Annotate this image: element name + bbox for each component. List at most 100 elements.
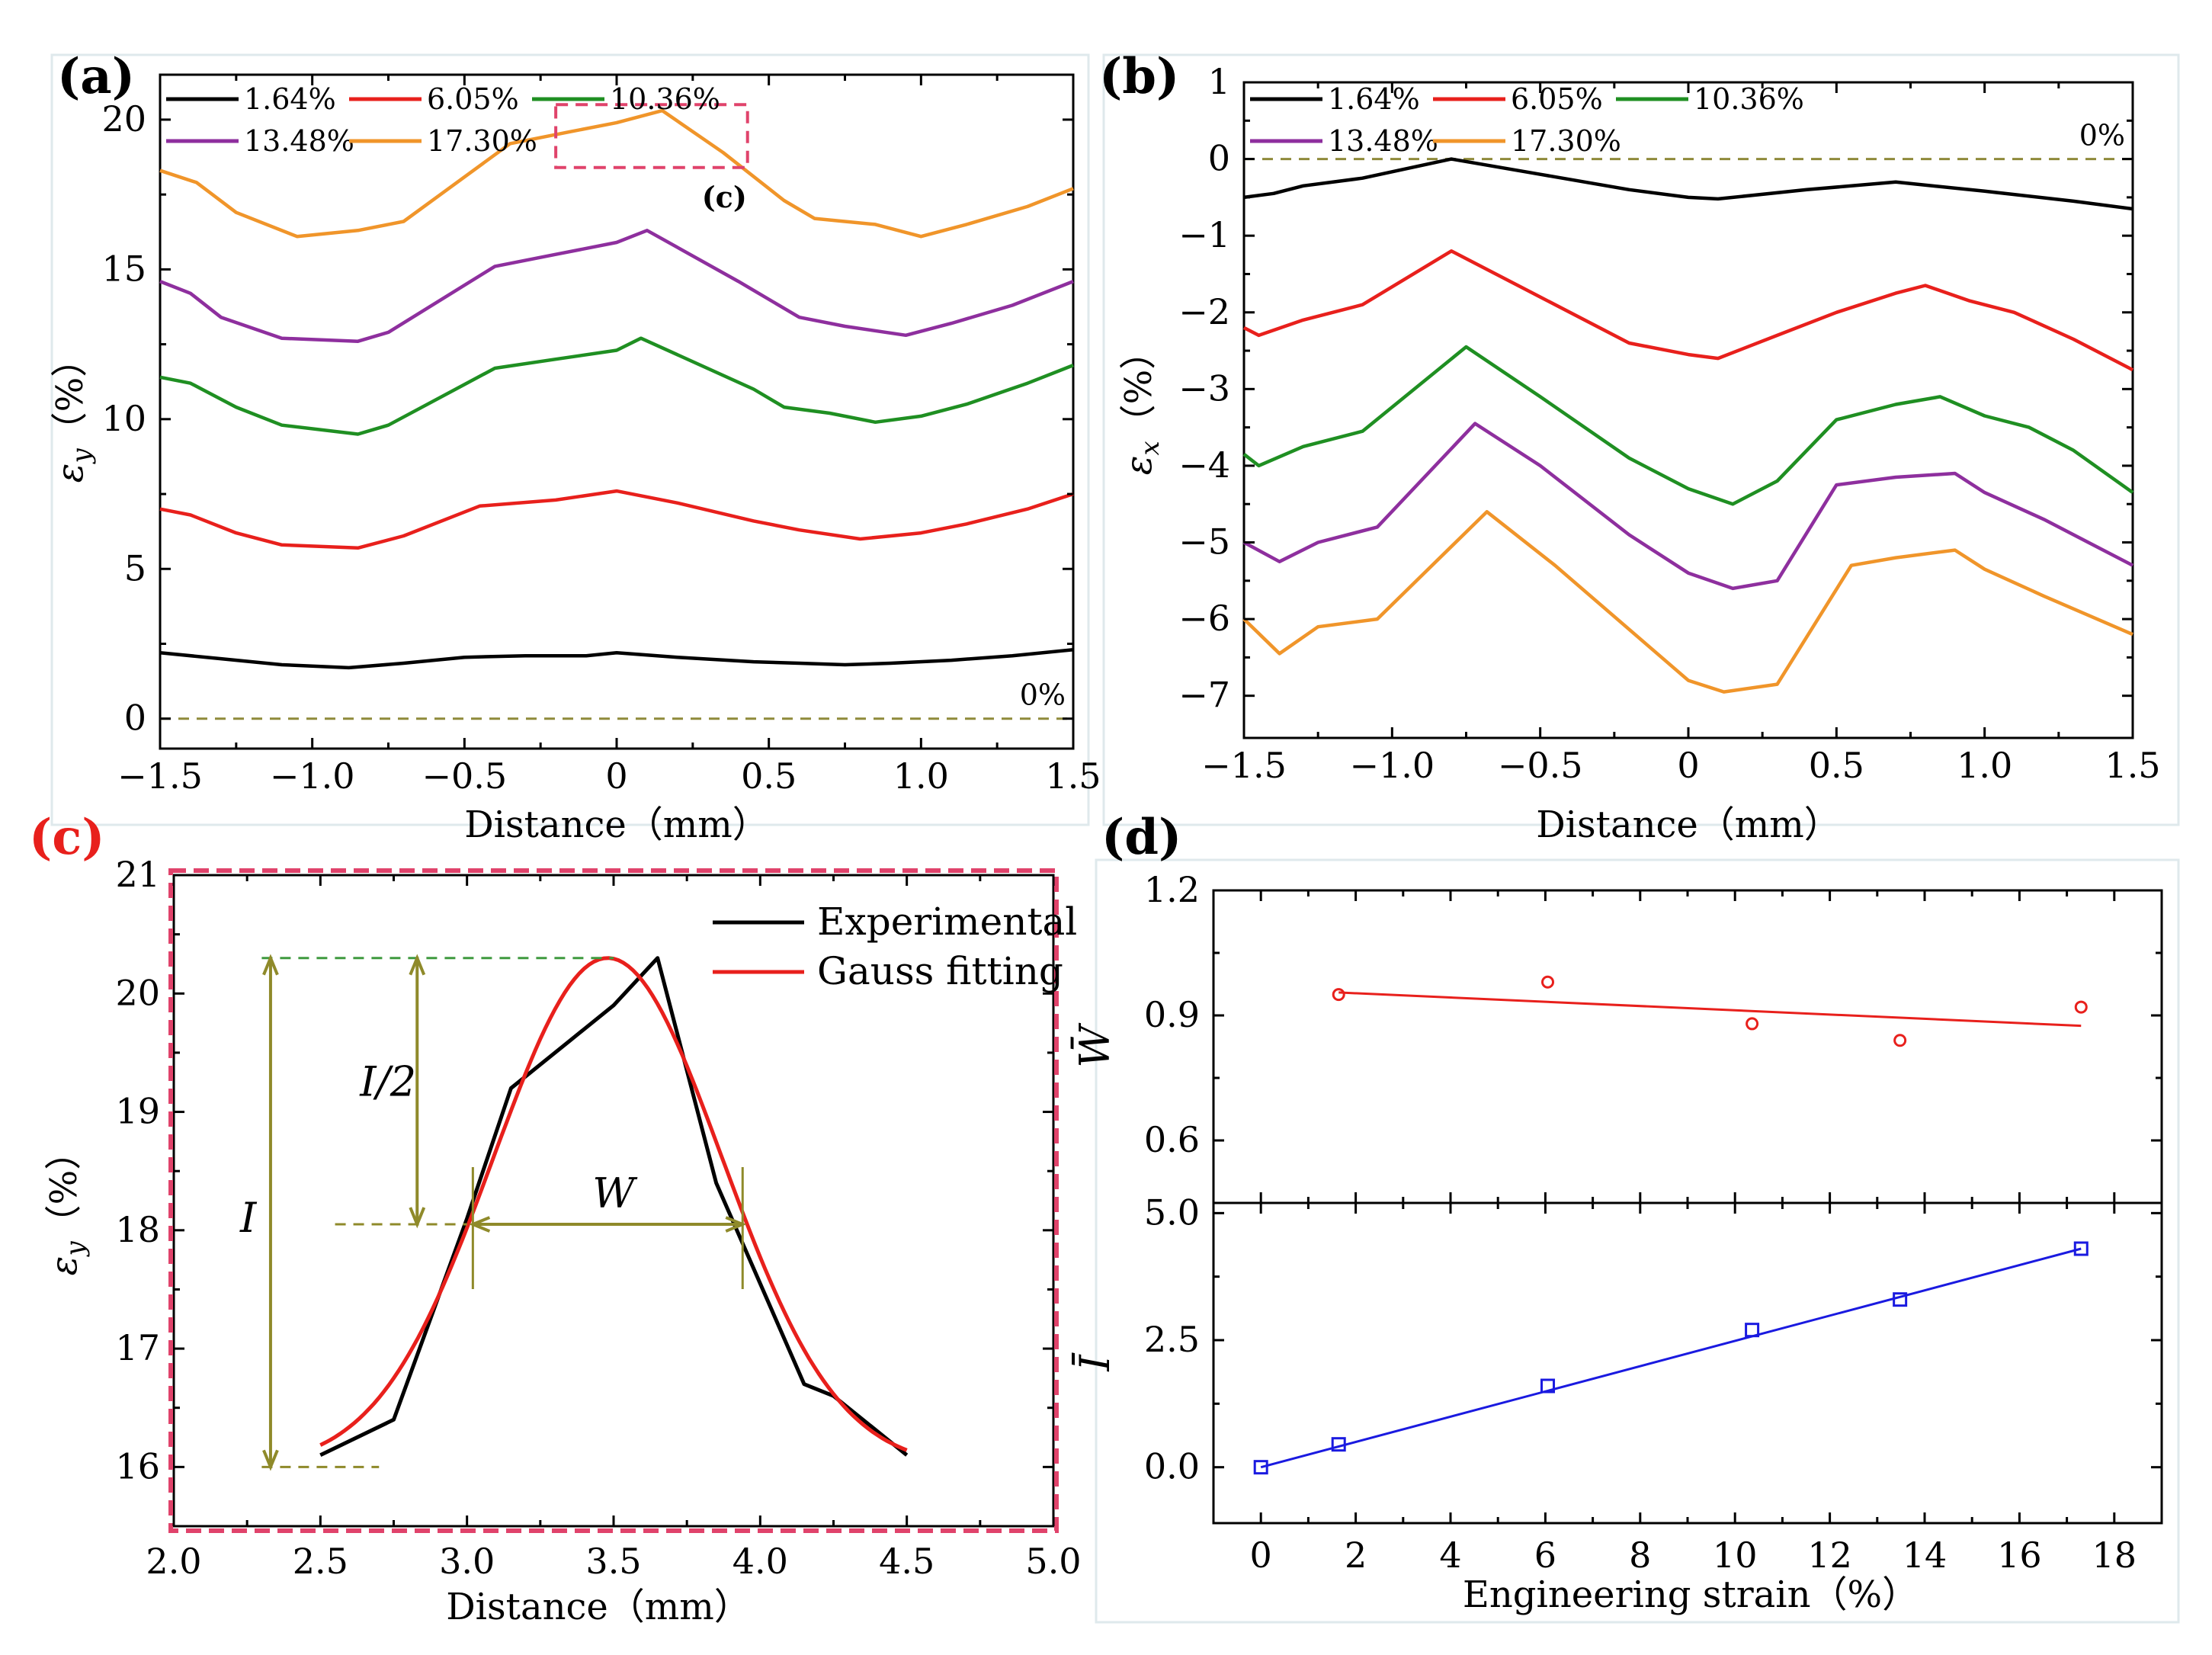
c-xtick-label: 4.5	[879, 1541, 934, 1582]
b-ytick-label: 1	[1208, 61, 1230, 102]
a-xlabel: Distance（mm）	[464, 803, 769, 846]
c-xtick-label: 3.5	[585, 1541, 641, 1582]
a-series-line	[159, 648, 1074, 670]
chart-panel-b: 0% −1.5 −1.0 −0.5 0 0.5 1.0 1.5 1 0 −1 −2 −3 −4 −5 −6 −7…	[1117, 61, 2161, 846]
b-axes-box	[1242, 81, 2134, 739]
d1-ytick-label: 0.9	[1144, 994, 1200, 1035]
b-ylabel-unit: （%）	[1117, 333, 1160, 441]
b-ytick-label: −3	[1178, 367, 1230, 409]
panel-d-frame	[1095, 858, 2180, 1624]
a-highlight-label: (c)	[702, 180, 747, 214]
c-w-label: W	[592, 1169, 638, 1217]
a-xtick-label: −1.0	[270, 755, 355, 797]
a-legend-label: 1.64%	[244, 82, 336, 116]
d2-xtick-label: 2	[1345, 1535, 1367, 1576]
c-half-label: I/2	[359, 1058, 416, 1106]
c-i-arrowhead-bottom	[262, 1449, 279, 1471]
c-half-arrowhead-bottom	[409, 1207, 426, 1229]
d2-point	[1893, 1292, 1908, 1307]
d1-ytick-label: 1.2	[1144, 869, 1200, 910]
b-xtick-label: 0	[1677, 745, 1699, 786]
b-ytick-label: −4	[1178, 444, 1230, 486]
b-series-line	[1243, 157, 2133, 211]
b-zero-label: 0%	[2079, 119, 2125, 152]
c-xlabel: Distance（mm）	[446, 1586, 751, 1628]
d1-point	[1332, 988, 1345, 1002]
d2-point	[1540, 1378, 1556, 1394]
d2-xtick-label: 6	[1534, 1535, 1556, 1576]
a-ytick-label: 20	[101, 98, 146, 140]
a-series-line	[159, 229, 1074, 343]
a-ylabel-sub: y	[66, 448, 97, 465]
panel-a-label: (a)	[57, 48, 135, 105]
d1-fit-line	[1338, 991, 2082, 1028]
d2-point	[1331, 1437, 1346, 1452]
b-legend-label: 6.05%	[1511, 82, 1603, 116]
chart-panel-d: 0.6 0.9 1.2 W̄ 0 2 4 6 8 10 12 14 16 18 0.0 2.5 5.0 Ī Engi…	[1070, 869, 2163, 1616]
a-ylabel: εy（%）	[49, 341, 97, 483]
b-xtick-label: 1.0	[1957, 745, 2012, 786]
a-series-line	[159, 489, 1074, 550]
a-legend-label: 10.36%	[610, 82, 720, 116]
d2-xtick-label: 12	[1807, 1535, 1852, 1576]
b-series-line	[1242, 249, 2134, 372]
d1-axes-box	[1212, 889, 2163, 1204]
d1-ylabel: W̄	[1070, 1022, 1119, 1068]
c-ytick-label: 21	[115, 854, 160, 895]
b-legend-label: 10.36%	[1694, 82, 1804, 116]
b-ytick-label: −7	[1178, 675, 1230, 716]
b-ytick-label: −1	[1178, 214, 1230, 255]
c-xtick-label: 4.0	[733, 1541, 788, 1582]
c-ytick-label: 20	[115, 972, 160, 1013]
b-xtick-label: −1.0	[1349, 745, 1435, 786]
c-xtick-label: 2.5	[293, 1541, 348, 1582]
panel-b-frame	[1102, 53, 2180, 826]
b-ylabel-symbol: ε	[1117, 456, 1160, 476]
d2-ytick-label: 5.0	[1144, 1192, 1200, 1233]
b-xtick-label: 1.5	[2105, 745, 2160, 786]
c-xtick-label: 2.0	[146, 1541, 201, 1582]
d1-point	[2074, 1000, 2088, 1014]
a-xtick-label: −0.5	[422, 755, 507, 797]
a-series-line	[159, 108, 1074, 239]
d-xlabel: Engineering strain（%）	[1463, 1573, 1919, 1616]
d1-point	[1541, 975, 1555, 989]
d2-xtick-label: 4	[1439, 1535, 1461, 1576]
b-ylabel-sub: x	[1135, 441, 1165, 455]
a-ylabel-unit: （%）	[49, 341, 91, 449]
panel-a-frame	[50, 53, 1090, 826]
d2-point	[1253, 1460, 1268, 1475]
b-xtick-label: −1.5	[1201, 745, 1287, 786]
a-legend-label: 17.30%	[427, 124, 537, 158]
b-ytick-label: 0	[1208, 138, 1230, 179]
a-ytick-label: 0	[124, 698, 146, 739]
panel-b-label: (b)	[1099, 48, 1179, 105]
c-half-arrowhead-top	[409, 954, 426, 976]
d2-xtick-label: 8	[1629, 1535, 1651, 1576]
d1-ytick-label: 0.6	[1144, 1119, 1200, 1160]
a-ylabel-symbol: ε	[49, 463, 91, 483]
b-series-line	[1242, 422, 2134, 591]
c-i-label: I	[239, 1194, 258, 1242]
a-highlight-box	[554, 103, 749, 169]
b-xlabel: Distance（mm）	[1536, 803, 1841, 846]
c-xtick-label: 3.0	[439, 1541, 495, 1582]
d2-axes-box	[1212, 1201, 2163, 1525]
b-ylabel: εx（%）	[1117, 333, 1165, 476]
b-ytick-label: −2	[1178, 291, 1230, 332]
a-ytick-label: 5	[124, 547, 146, 589]
b-xtick-label: 0.5	[1809, 745, 1864, 786]
c-ytick-label: 18	[115, 1209, 160, 1250]
a-xtick-label: 0	[605, 755, 627, 797]
a-zero-label: 0%	[1020, 678, 1066, 712]
c-ylabel-unit: （%）	[43, 1134, 85, 1242]
b-legend-label: 1.64%	[1328, 82, 1420, 116]
d2-point	[2073, 1241, 2089, 1256]
d2-ylabel: Ī	[1071, 1352, 1119, 1372]
a-series-line	[159, 336, 1074, 436]
a-xtick-label: 0.5	[741, 755, 797, 797]
chart-panel-c: I I/2 W Experimental Gauss fitting 2.0 2.5 3.0 3…	[43, 854, 1082, 1628]
b-ytick-label: −6	[1178, 598, 1230, 639]
d1-point	[1893, 1034, 1907, 1047]
a-xtick-label: −1.5	[117, 755, 203, 797]
